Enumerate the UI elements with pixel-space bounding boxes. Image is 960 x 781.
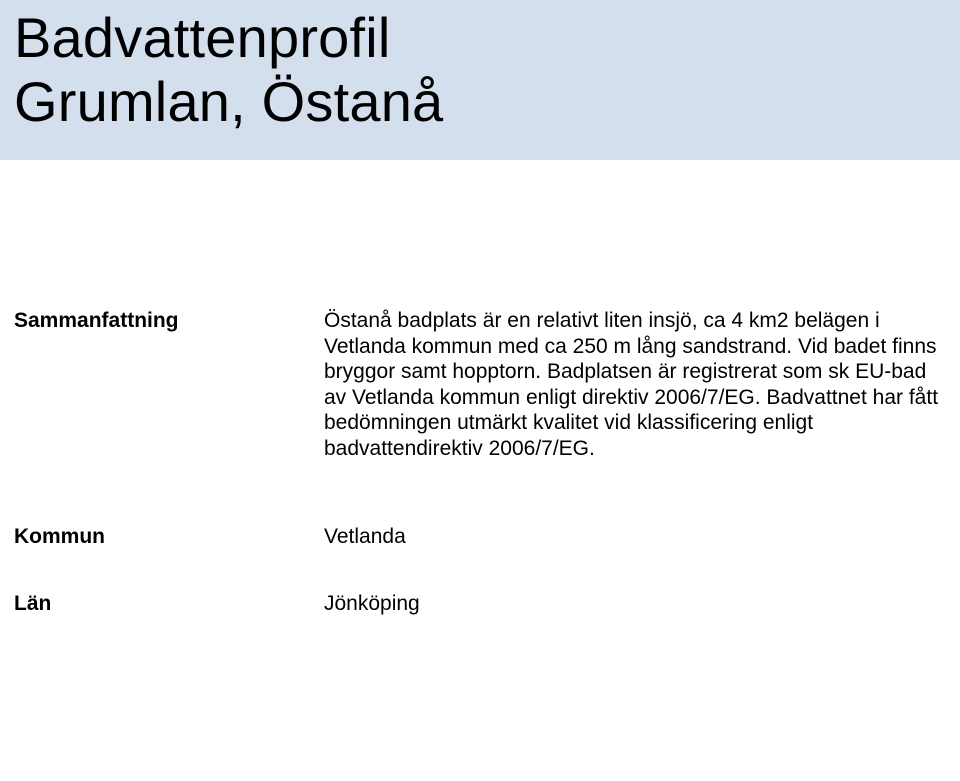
county-value: Jönköping xyxy=(324,591,946,617)
summary-row: Sammanfattning Östanå badplats är en rel… xyxy=(14,308,946,462)
content-area: Sammanfattning Östanå badplats är en rel… xyxy=(14,308,946,617)
page: Badvattenprofil Grumlan, Östanå Sammanfa… xyxy=(0,0,960,781)
municipality-value: Vetlanda xyxy=(324,524,946,550)
title-line2: Grumlan, Östanå xyxy=(14,70,946,134)
municipality-label: Kommun xyxy=(14,524,324,549)
county-row: Län Jönköping xyxy=(14,591,946,617)
summary-value: Östanå badplats är en relativt liten ins… xyxy=(324,308,946,462)
municipality-row: Kommun Vetlanda xyxy=(14,524,946,550)
title-line1: Badvattenprofil xyxy=(14,0,946,70)
county-label: Län xyxy=(14,591,324,616)
summary-label: Sammanfattning xyxy=(14,308,324,333)
title-block: Badvattenprofil Grumlan, Östanå xyxy=(0,0,960,160)
